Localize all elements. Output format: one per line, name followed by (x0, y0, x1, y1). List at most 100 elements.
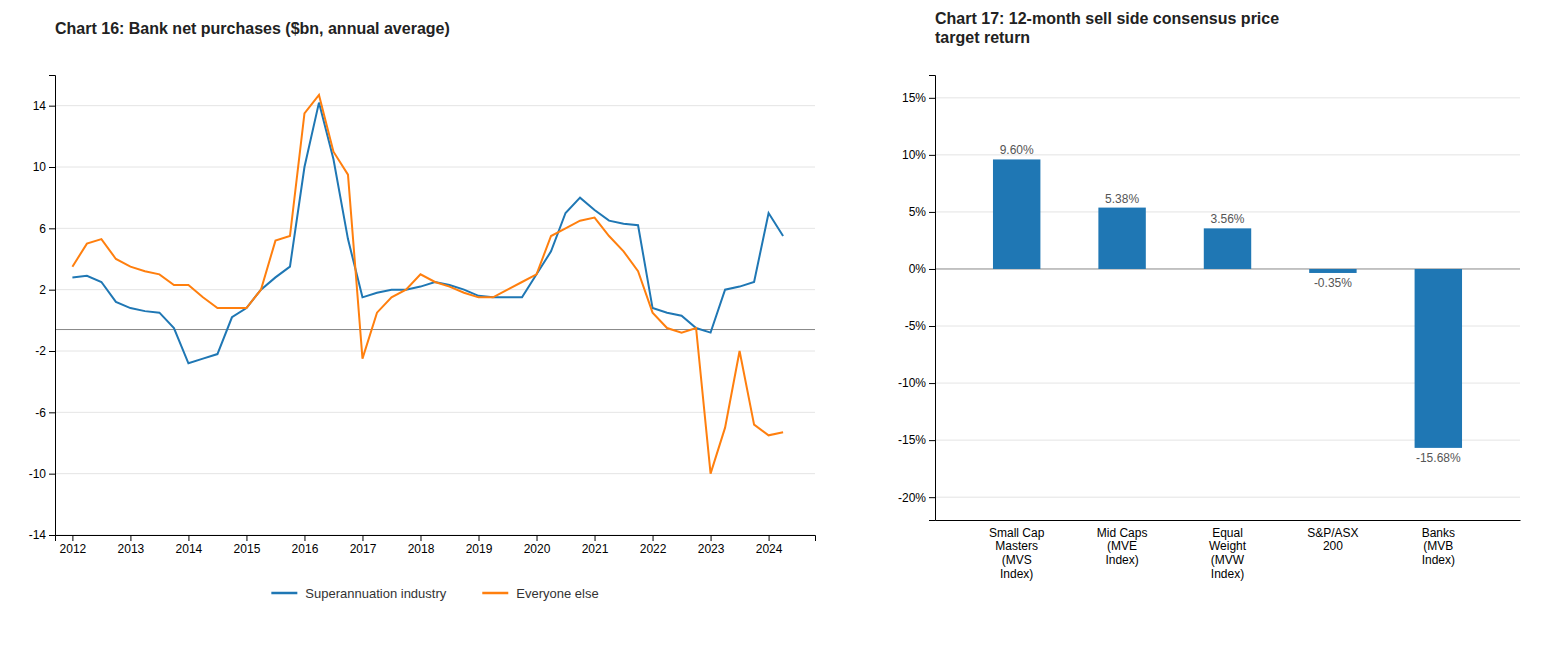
grid-line (935, 97, 1520, 98)
text-line: Chart 16: Bank net purchases ($bn, annua… (55, 20, 450, 37)
tick-label: 2 (39, 283, 46, 297)
tick: 2020 (524, 535, 551, 556)
tick: 2013 (118, 535, 145, 556)
tick-label: -20% (898, 491, 926, 505)
tick-mark (49, 412, 55, 413)
tick: -20% (898, 491, 935, 505)
line (72, 95, 783, 474)
bar (1204, 228, 1251, 269)
tick: 10 (33, 160, 55, 174)
tick-mark (49, 535, 55, 536)
grid (935, 98, 1520, 497)
tick-label: 2015 (234, 542, 261, 556)
tick-mark (653, 535, 654, 541)
tick-mark (246, 535, 247, 541)
tick-label: -10% (898, 376, 926, 390)
tick: 2016 (292, 535, 319, 556)
tick-label: -2 (35, 344, 46, 358)
tick-label: 6 (39, 222, 46, 236)
line-chart: Chart 16: Bank net purchases ($bn, annua… (29, 20, 816, 601)
tick-mark (769, 535, 770, 541)
legend-item: Everyone else (482, 586, 598, 601)
tick-mark (49, 351, 55, 352)
tick-label: 2018 (408, 542, 435, 556)
tick: 6 (39, 222, 55, 236)
tick-label: 2012 (60, 542, 87, 556)
bar (1309, 269, 1356, 273)
tick: -10 (29, 467, 55, 481)
tick: 2014 (176, 535, 203, 556)
tick: 2018 (408, 535, 435, 556)
legend-label: Everyone else (516, 586, 598, 601)
tick: 2024 (756, 535, 783, 556)
tick-mark (929, 440, 935, 441)
grid-line (55, 105, 815, 106)
text-line: Equal (1212, 526, 1243, 540)
legend-swatch (482, 592, 508, 595)
tick: Small CapMasters(MVSIndex) (989, 526, 1045, 581)
tick-label: 2021 (582, 542, 609, 556)
grid-line (935, 497, 1520, 498)
data-label: 3.56% (1210, 212, 1244, 226)
grid-line (55, 473, 815, 474)
tick-mark (929, 98, 935, 99)
tick: -14 (29, 528, 55, 542)
tick-mark (929, 269, 935, 270)
axis-line (929, 76, 936, 521)
text-line: (MVS (1002, 553, 1032, 567)
tick-mark (188, 535, 189, 541)
chart-title: Chart 17: 12-month sell side consensus p… (935, 10, 1279, 46)
figure: Chart 16: Bank net purchases ($bn, annua… (0, 0, 1550, 671)
tick-label: -15% (898, 433, 926, 447)
tick-label: Mid Caps(MVEIndex) (1097, 526, 1148, 568)
text-line: Masters (995, 539, 1038, 553)
tick: EqualWeight(MVWIndex) (1209, 526, 1247, 581)
text-line: Mid Caps (1097, 526, 1148, 540)
text-line: Chart 17: 12-month sell side consensus p… (935, 10, 1279, 27)
tick-mark (929, 212, 935, 213)
bar-chart: Chart 17: 12-month sell side consensus p… (898, 10, 1521, 581)
legend-label: Superannuation industry (305, 586, 446, 601)
text-line: Index) (1105, 553, 1138, 567)
axis-line (49, 76, 56, 536)
chart-title: Chart 16: Bank net purchases ($bn, annua… (55, 20, 450, 37)
x-axis: Small CapMasters(MVSIndex) Mid Caps(MVEIn… (936, 521, 1521, 581)
bar (993, 159, 1040, 269)
tick-label: 2014 (176, 542, 203, 556)
bar (1098, 208, 1145, 269)
tick-label: 2022 (640, 542, 667, 556)
tick: 2017 (350, 535, 377, 556)
tick-mark (49, 167, 55, 168)
legend-swatch (271, 592, 297, 595)
data-labels: 9.60% 5.38% 3.56% -0.35% -15.68% (1000, 143, 1461, 464)
tick: 14 (33, 99, 55, 113)
tick-mark (929, 326, 935, 327)
grid-line (55, 412, 815, 413)
grid-line (55, 351, 815, 352)
tick-mark (49, 106, 55, 107)
tick-label: 2017 (350, 542, 377, 556)
text-line: Index) (1422, 553, 1455, 567)
tick-label: 2013 (118, 542, 145, 556)
data-label: 9.60% (1000, 143, 1034, 157)
tick: 2022 (640, 535, 667, 556)
data-label: -15.68% (1416, 451, 1461, 465)
text-line: 200 (1323, 539, 1343, 553)
data-label: 5.38% (1105, 192, 1139, 206)
tick: 10% (902, 148, 935, 162)
bar (1415, 269, 1462, 448)
y-axis: -20%-15%-10%-5%0%5%10%15% (898, 76, 936, 521)
tick-label: -14 (29, 528, 47, 542)
tick-label: 10 (33, 160, 47, 174)
tick: -5% (905, 319, 935, 333)
text-line: (MVW (1211, 553, 1245, 567)
x-axis: 2012 2013 2014 2015 2016 2017 2018 2019 2020 2021… (56, 535, 816, 556)
tick-label: 14 (33, 99, 47, 113)
data-label: -0.35% (1314, 276, 1352, 290)
tick: Banks(MVBIndex) (1422, 526, 1455, 568)
text-line: Banks (1422, 526, 1455, 540)
tick: -6 (35, 406, 55, 420)
tick-label: S&P/ASX200 (1307, 526, 1358, 554)
tick: 15% (902, 91, 935, 105)
tick: 2019 (466, 535, 493, 556)
